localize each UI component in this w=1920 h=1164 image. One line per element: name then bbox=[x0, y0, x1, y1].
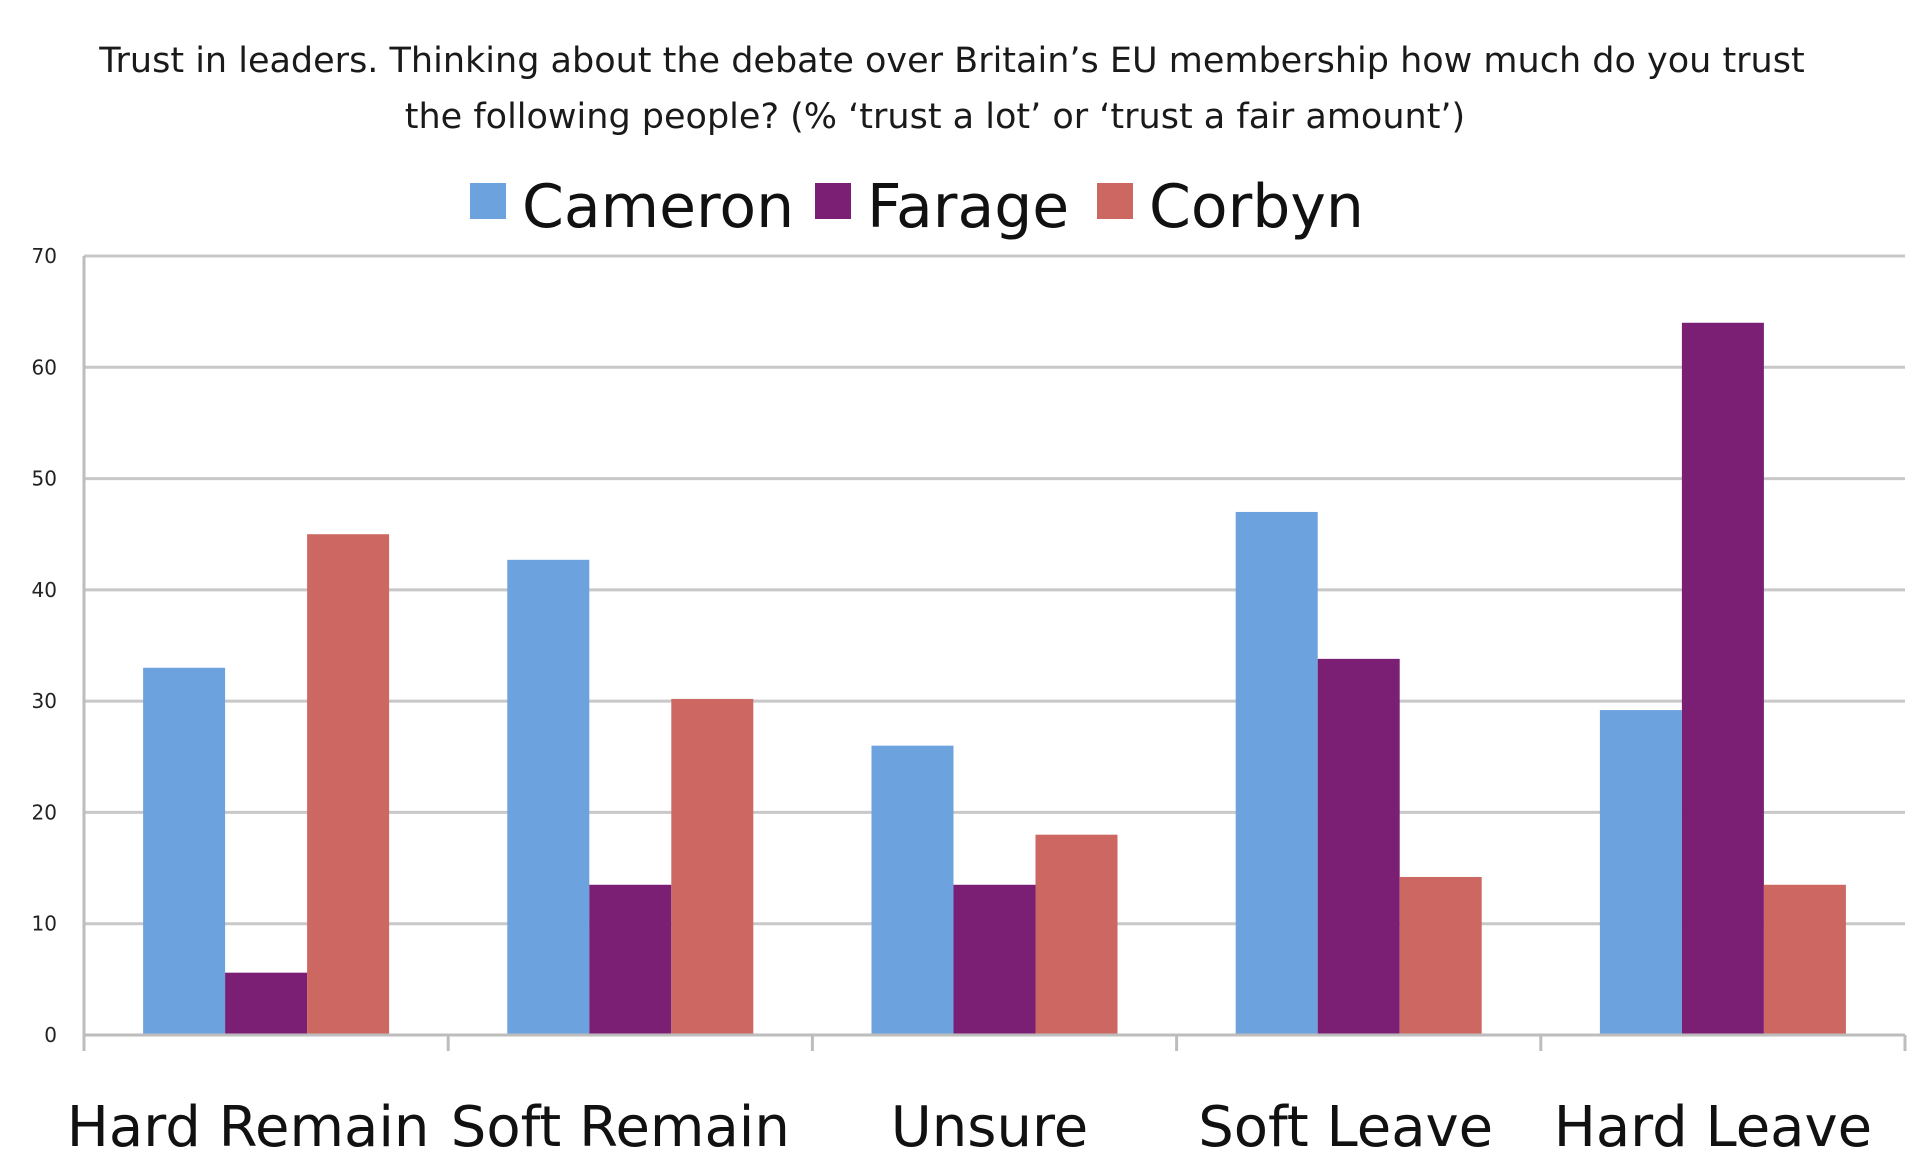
bar-corbyn-hard-leave bbox=[1763, 884, 1846, 1035]
bar-corbyn-soft-remain bbox=[671, 698, 754, 1035]
legend-label-cameron: Cameron bbox=[522, 172, 794, 242]
y-tick-label: 0 bbox=[44, 1023, 57, 1047]
y-tick-label: 60 bbox=[32, 355, 57, 379]
bar-cameron-hard-leave bbox=[1599, 710, 1682, 1035]
bar-corbyn-unsure bbox=[1035, 834, 1118, 1035]
legend-label-corbyn: Corbyn bbox=[1149, 172, 1364, 242]
x-tick-label-unsure: Unsure bbox=[891, 1095, 1088, 1160]
bar-corbyn-soft-leave bbox=[1399, 876, 1482, 1035]
bar-farage-hard-remain bbox=[225, 972, 308, 1035]
legend: Cameron Farage Corbyn bbox=[470, 172, 1364, 242]
bar-cameron-unsure bbox=[871, 745, 954, 1035]
legend-swatch-farage bbox=[815, 183, 851, 219]
x-tick-label-hard-leave: Hard Leave bbox=[1554, 1095, 1872, 1160]
bar-cameron-soft-remain bbox=[507, 559, 590, 1035]
y-axis: 0 10 20 30 40 50 60 70 bbox=[32, 244, 86, 1047]
y-tick-label: 20 bbox=[32, 800, 57, 824]
bar-cameron-hard-remain bbox=[143, 667, 226, 1035]
bars bbox=[143, 322, 1846, 1035]
y-tick-label: 50 bbox=[32, 467, 57, 491]
x-tick-label-soft-leave: Soft Leave bbox=[1198, 1095, 1493, 1160]
bar-farage-unsure bbox=[953, 884, 1036, 1035]
x-axis: Hard Remain Soft Remain Unsure Soft Leave Ha… bbox=[67, 1033, 1907, 1160]
y-tick-label: 40 bbox=[32, 578, 57, 602]
bar-farage-soft-remain bbox=[589, 884, 672, 1035]
bar-farage-hard-leave bbox=[1681, 322, 1764, 1035]
chart-title-line-1: Trust in leaders. Thinking about the deb… bbox=[98, 41, 1804, 81]
x-tick-label-hard-remain: Hard Remain bbox=[67, 1095, 430, 1160]
bar-corbyn-hard-remain bbox=[307, 534, 390, 1035]
x-tick-label-soft-remain: Soft Remain bbox=[451, 1095, 790, 1160]
legend-swatch-corbyn bbox=[1097, 183, 1133, 219]
legend-swatch-cameron bbox=[470, 183, 506, 219]
y-tick-label: 30 bbox=[32, 689, 57, 713]
chart-title-line-2: the following people? (% ‘trust a lot’ o… bbox=[405, 97, 1465, 137]
bar-farage-soft-leave bbox=[1317, 658, 1400, 1035]
y-tick-label: 70 bbox=[32, 244, 57, 268]
y-tick-label: 10 bbox=[32, 912, 57, 936]
legend-label-farage: Farage bbox=[867, 172, 1069, 242]
bar-cameron-soft-leave bbox=[1235, 511, 1318, 1035]
